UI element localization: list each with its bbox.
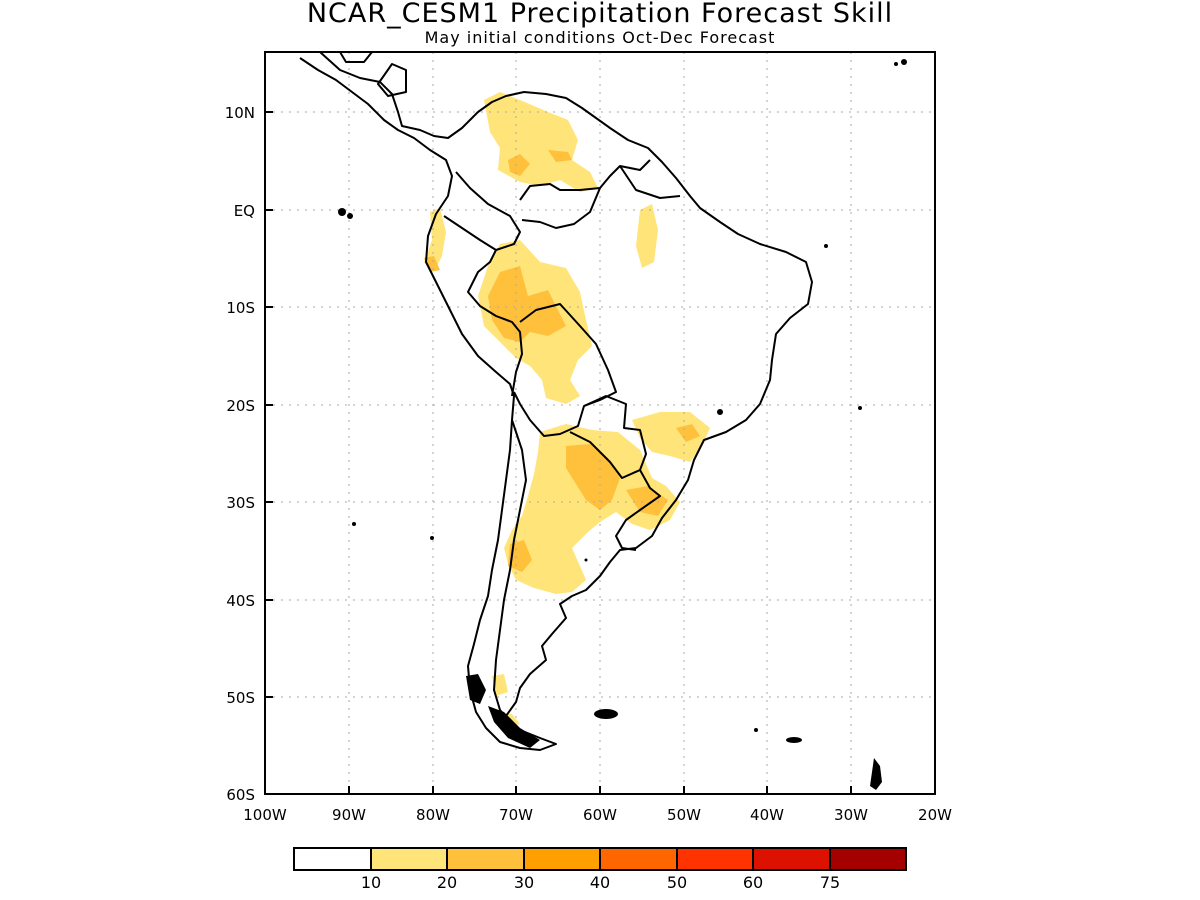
lon-tick-label: 60W xyxy=(583,806,617,824)
skill-region-se-brazil-core xyxy=(676,424,700,442)
lat-tick-label: 20S xyxy=(226,397,255,415)
skill-region-north-core xyxy=(508,150,572,176)
skill-shading xyxy=(424,92,710,728)
skill-region-amazon xyxy=(636,204,658,268)
skill-region-se-brazil xyxy=(632,412,710,462)
lon-tick-label: 90W xyxy=(332,806,366,824)
lon-tick-label: 70W xyxy=(499,806,533,824)
colorbar-label: 60 xyxy=(743,873,763,892)
colorbar-swatch xyxy=(599,847,678,871)
colorbar-swatch xyxy=(676,847,754,871)
skill-region-argentina xyxy=(504,424,680,594)
islands xyxy=(338,59,907,790)
map-subtitle: May initial conditions Oct-Dec Forecast xyxy=(424,28,776,47)
lon-tick-label: 50W xyxy=(667,806,701,824)
map-frame xyxy=(264,51,936,795)
colorbar-swatch xyxy=(523,847,601,871)
lat-tick-label: 30S xyxy=(226,494,255,512)
colorbar-swatch xyxy=(370,847,448,871)
lat-tick-label: 10S xyxy=(226,299,255,317)
lat-tick-labels: 10N EQ 10S 20S 30S 40S 50S 60S xyxy=(225,104,255,804)
colorbar-swatch xyxy=(293,847,372,871)
colorbar-swatch xyxy=(446,847,525,871)
lon-tick-label: 80W xyxy=(416,806,450,824)
colorbar: 10 20 30 40 50 60 75 xyxy=(293,847,907,892)
lat-tick-label: EQ xyxy=(234,202,255,220)
colorbar-swatch xyxy=(829,847,907,871)
colorbar-label: 40 xyxy=(590,873,610,892)
lon-tick-label: 30W xyxy=(834,806,868,824)
lon-tick-label: 100W xyxy=(243,806,287,824)
colorbar-label: 30 xyxy=(514,873,534,892)
skill-region-argentina-core xyxy=(508,444,668,572)
lon-tick-labels: 100W 90W 80W 70W 60W 50W 40W 30W 20W xyxy=(243,806,952,824)
lat-tick-label: 50S xyxy=(226,689,255,707)
map-grid xyxy=(265,52,935,794)
tick-marks xyxy=(264,111,936,795)
coastline xyxy=(299,51,813,751)
colorbar-swatch xyxy=(752,847,831,871)
skill-region-ecuador xyxy=(424,208,446,268)
colorbar-label: 20 xyxy=(437,873,457,892)
lon-tick-label: 20W xyxy=(918,806,952,824)
colorbar-label: 50 xyxy=(667,873,687,892)
lon-tick-label: 40W xyxy=(750,806,784,824)
map-title: NCAR_CESM1 Precipitation Forecast Skill xyxy=(306,0,894,29)
lat-tick-label: 40S xyxy=(226,592,255,610)
skill-region-ecuador-core xyxy=(424,256,440,272)
lat-tick-label: 60S xyxy=(226,786,255,804)
skill-region-peru-bolivia-core xyxy=(488,266,566,342)
country-borders xyxy=(443,159,681,725)
colorbar-label: 75 xyxy=(820,873,840,892)
lat-tick-label: 10N xyxy=(225,104,255,122)
colorbar-label: 10 xyxy=(361,873,381,892)
